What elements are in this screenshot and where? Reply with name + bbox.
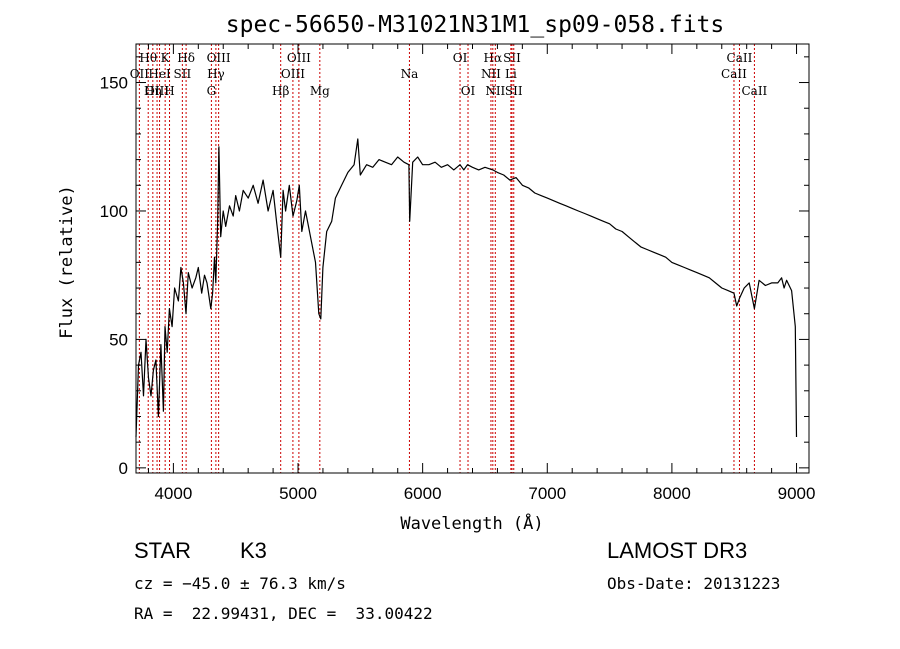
x-tick-label: 8000: [653, 484, 691, 503]
line-label: Hγ: [207, 67, 225, 81]
line-label: Hβ: [272, 84, 289, 98]
line-label: Hδ: [177, 51, 195, 65]
line-label: SII: [505, 84, 523, 98]
object-class: STAR: [134, 538, 192, 563]
y-tick-label: 100: [100, 202, 128, 221]
object-subclass: K3: [240, 538, 267, 563]
x-tick-label: 5000: [279, 484, 317, 503]
line-label: OII: [130, 67, 150, 81]
observation-date: Obs-Date: 20131223: [607, 574, 781, 593]
axes-layer: 4000 5000 6000 7000 8000 9000 0 50 100 150: [100, 43, 816, 503]
line-label: SII: [174, 67, 192, 81]
line-label: OIII: [145, 84, 169, 98]
line-label: Hθ: [139, 51, 157, 65]
redshift-cz: cz = −45.0 ± 76.3 km/s: [134, 574, 346, 593]
x-tick-label: 9000: [778, 484, 816, 503]
line-label: Na: [401, 67, 419, 81]
line-label: SII: [503, 51, 521, 65]
line-label: Hα: [484, 51, 503, 65]
line-label: OIII: [287, 51, 311, 65]
line-label: CaII: [721, 67, 747, 81]
x-tick-label: 7000: [528, 484, 566, 503]
x-tick-label: 6000: [404, 484, 442, 503]
line-label: Li: [505, 67, 517, 81]
x-axis-label: Wavelength (Å): [400, 512, 543, 534]
line-label: Hη: [144, 84, 162, 98]
line-label: OI: [461, 84, 476, 98]
line-label: NII: [485, 84, 505, 98]
line-label: H: [164, 84, 174, 98]
coordinates: RA = 22.99431, DEC = 33.00422: [134, 604, 433, 623]
line-label: OI: [453, 51, 468, 65]
line-label: Mg: [310, 84, 330, 98]
line-label: OIII: [207, 51, 231, 65]
plot-frame: [135, 43, 810, 474]
y-tick-label: 0: [119, 459, 128, 478]
line-label: CaII: [741, 84, 767, 98]
line-label: K: [161, 51, 171, 65]
line-label: HeI: [148, 67, 171, 81]
spectrum-series-line: [135, 138, 798, 438]
y-axis-label: Flux (relative): [57, 185, 77, 339]
y-tick-label: 50: [109, 330, 128, 349]
line-label: CaII: [727, 51, 753, 65]
line-label: OIII: [281, 67, 305, 81]
x-tick-label: 4000: [154, 484, 192, 503]
line-label: G: [207, 84, 217, 98]
y-tick-label: 150: [100, 74, 128, 93]
survey-name: LAMOST DR3: [607, 538, 748, 563]
line-label: NII: [481, 67, 501, 81]
chart-title: spec-56650-M31021N31M1_sp09-058.fits: [226, 12, 725, 38]
spectrum-layer: [135, 138, 798, 438]
